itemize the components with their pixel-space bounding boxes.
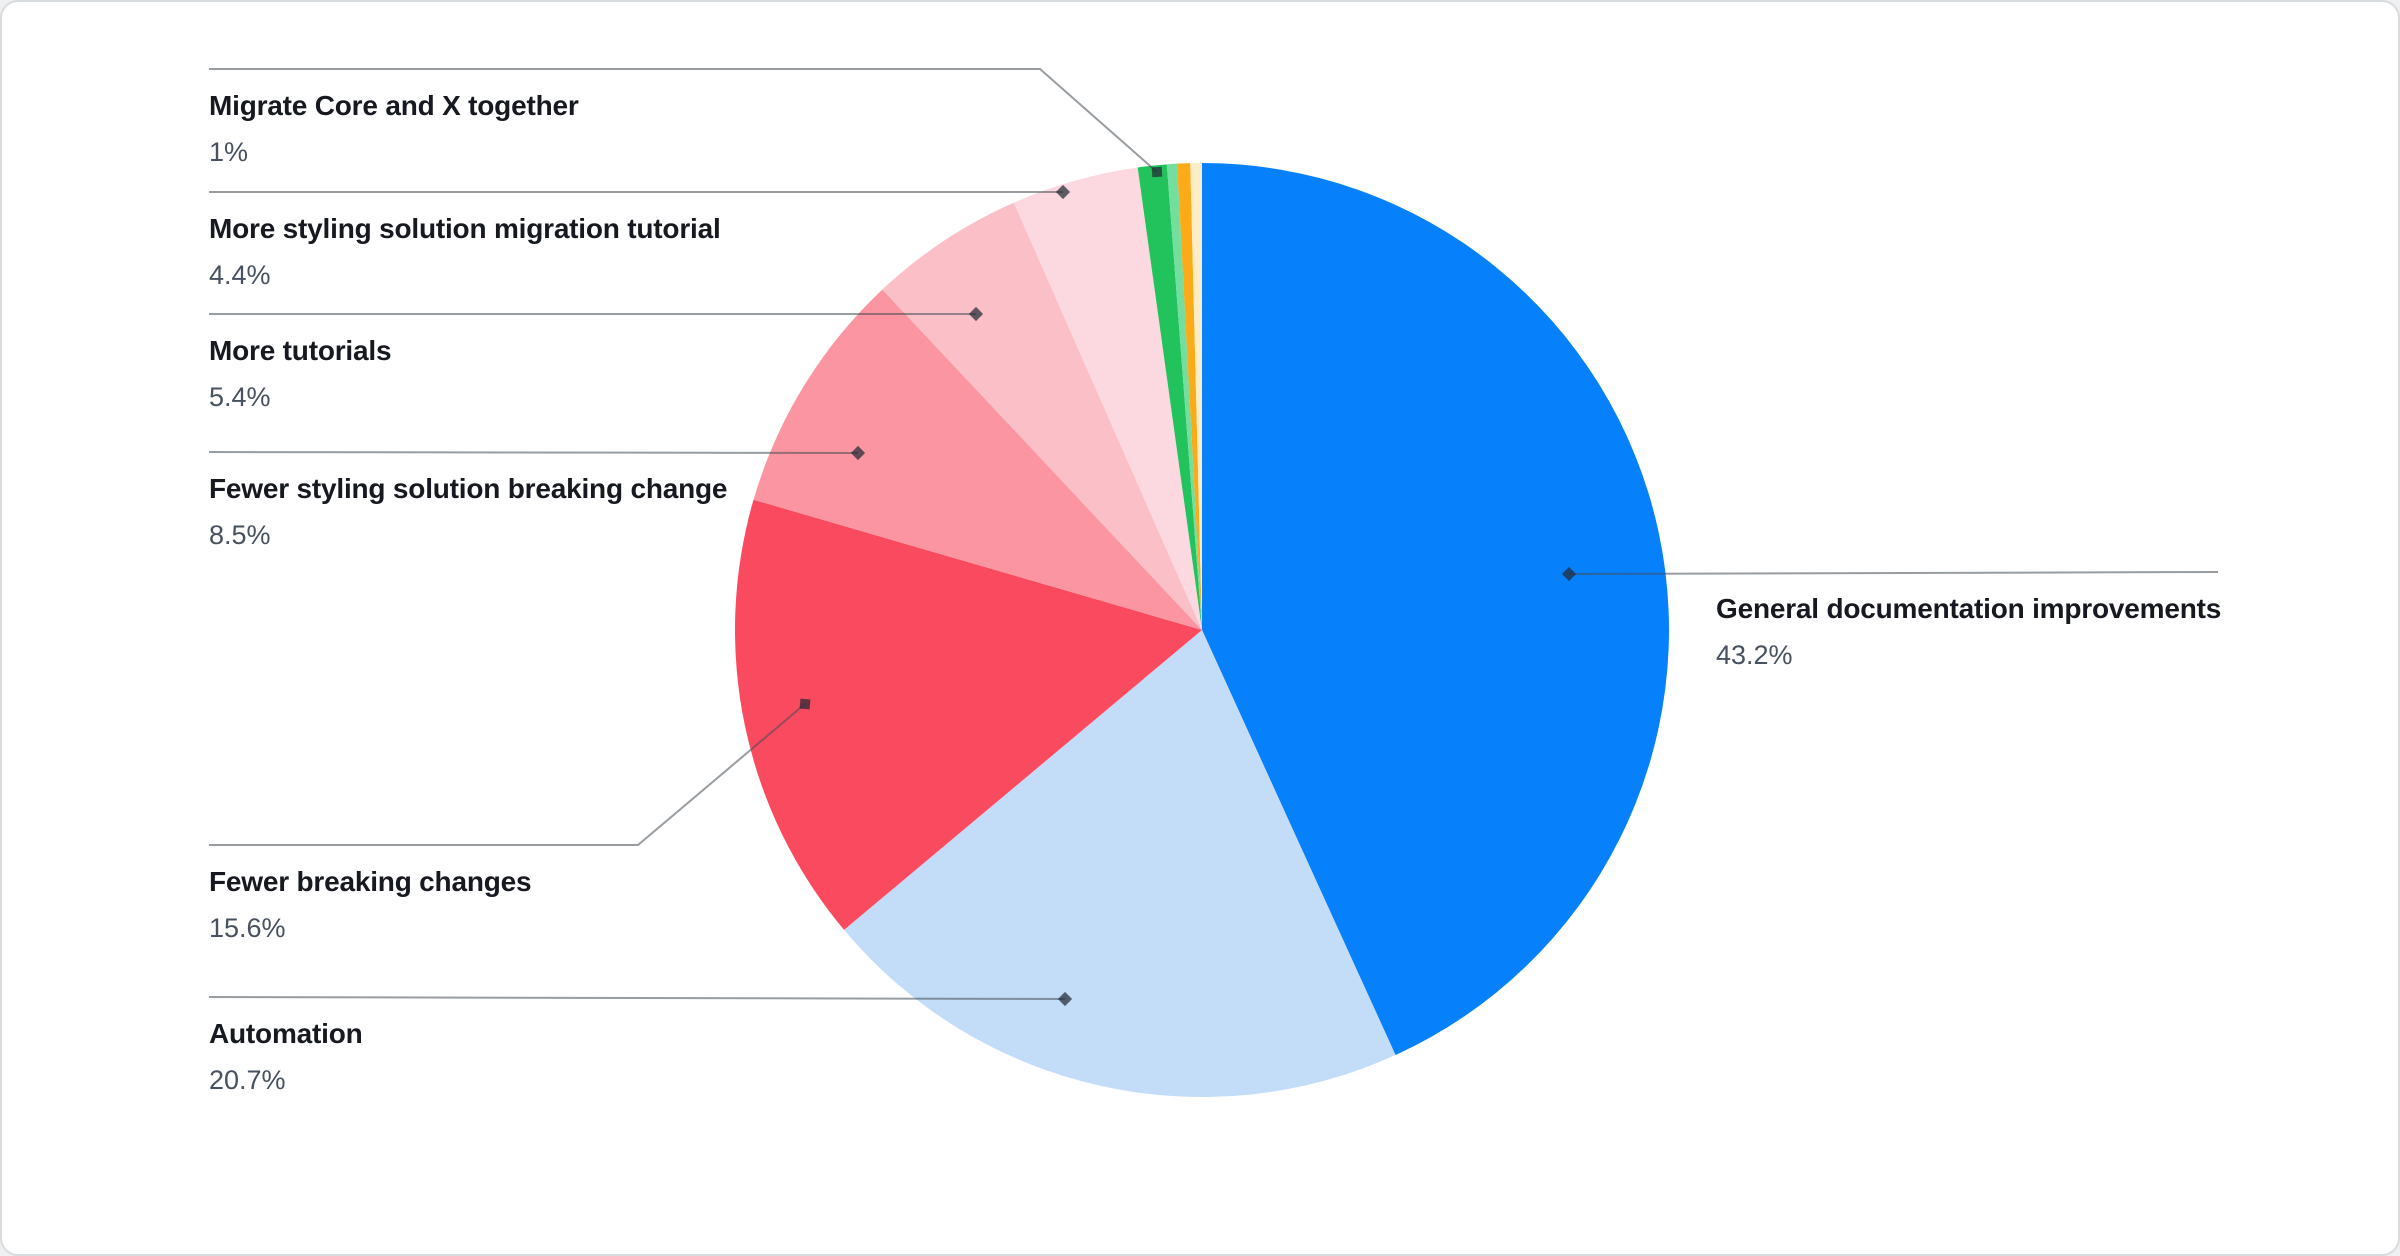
pie-slice-fewer-breaking-changes[interactable]	[734, 499, 1202, 930]
callout-marker-icon	[1151, 166, 1163, 178]
label-automation: Automation 20.7%	[209, 1018, 363, 1096]
pie-slice-general-documentation-improvements[interactable]	[1202, 163, 1669, 1056]
callout-marker-icon	[1057, 991, 1073, 1007]
pie-slices-group	[734, 163, 1669, 1097]
slice-percent-text: 43.2%	[1716, 640, 1793, 671]
callout-line	[208, 996, 1066, 1000]
callout-line	[209, 703, 806, 846]
pie-slice-more-styling-solution-migration-tutorial[interactable]	[1013, 167, 1202, 630]
pie-slice-more-tutorials[interactable]	[882, 202, 1202, 630]
slice-percent-text: 15.6%	[209, 913, 286, 944]
slice-label-text: Fewer styling solution breaking change	[209, 473, 728, 504]
slice-label-text: More tutorials	[209, 335, 392, 366]
callout-line	[208, 451, 859, 454]
slice-label-text: More styling solution migration tutorial	[209, 213, 721, 244]
pie-slice-automation[interactable]	[844, 630, 1396, 1097]
slice-percent-text: 20.7%	[209, 1065, 286, 1096]
pie-slice-migrate-core-and-x-together[interactable]	[1137, 164, 1202, 630]
label-migrate-core-and-x-together: Migrate Core and X together 1%	[209, 90, 579, 168]
callout-marker-icon	[799, 698, 811, 710]
callout-marker-icon	[1561, 566, 1577, 582]
label-fewer-breaking-changes: Fewer breaking changes 15.6%	[209, 866, 532, 944]
slice-percent-text: 4.4%	[209, 260, 271, 291]
slice-label-text: Migrate Core and X together	[209, 90, 579, 121]
slice-percent-text: 1%	[209, 137, 249, 168]
pie-slice-fewer-styling-solution-breaking-change[interactable]	[753, 289, 1202, 630]
callout-line	[1568, 571, 2219, 575]
slice-label-text: Fewer breaking changes	[209, 866, 532, 897]
pie-slice-unlabeled-9[interactable]	[1190, 163, 1202, 630]
slice-label-text: General documentation improvements	[1716, 593, 2222, 624]
label-more-tutorials: More tutorials 5.4%	[209, 335, 392, 413]
pie-slice-unlabeled-8[interactable]	[1177, 163, 1202, 630]
slice-label-text: Automation	[209, 1018, 363, 1049]
slice-percent-text: 5.4%	[209, 382, 271, 413]
label-general-documentation-improvements: General documentation improvements 43.2%	[1716, 593, 2221, 671]
callout-marker-icon	[850, 445, 866, 461]
label-fewer-styling-solution-breaking-change: Fewer styling solution breaking change 8…	[209, 473, 727, 551]
callout-line	[209, 68, 1158, 173]
callout-marker-icon	[1055, 184, 1071, 200]
slice-percent-text: 8.5%	[209, 520, 271, 551]
pie-callouts-group	[208, 68, 2219, 1007]
callout-marker-icon	[968, 306, 984, 322]
label-more-styling-solution-migration-tutorial: More styling solution migration tutorial…	[209, 213, 721, 291]
pie-slice-unlabeled-7[interactable]	[1166, 163, 1202, 631]
